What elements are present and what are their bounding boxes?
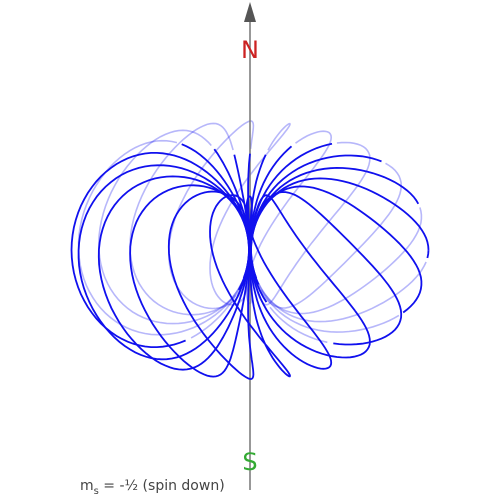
field-line [245, 195, 333, 370]
north-pole-label: N [241, 36, 259, 64]
field-line-back [77, 139, 243, 336]
axis-arrow-icon [244, 2, 256, 22]
field-line-back [245, 130, 333, 305]
field-line-back [257, 207, 423, 315]
field-line-back [209, 122, 291, 306]
caption-subscript: s [93, 485, 99, 497]
field-line-back [260, 289, 400, 333]
spin-caption: ms = -½ (spin down) [80, 478, 225, 497]
field-line-back [167, 120, 255, 310]
field-lines-front [70, 142, 430, 380]
field-line-back [253, 162, 403, 309]
field-line-back [129, 122, 247, 316]
field-line-back [252, 141, 371, 306]
field-line [213, 148, 251, 278]
field-line-back [257, 261, 427, 323]
field-line [249, 194, 371, 359]
field-line-back [269, 306, 328, 344]
field-lines-back [77, 120, 427, 344]
field-line [97, 175, 251, 371]
south-pole-label: S [242, 448, 257, 476]
caption-symbol: m [80, 478, 94, 494]
field-line [129, 184, 251, 378]
field-line-back [190, 294, 237, 339]
caption-value: = -½ (spin down) [98, 478, 225, 494]
field-line [250, 166, 420, 278]
